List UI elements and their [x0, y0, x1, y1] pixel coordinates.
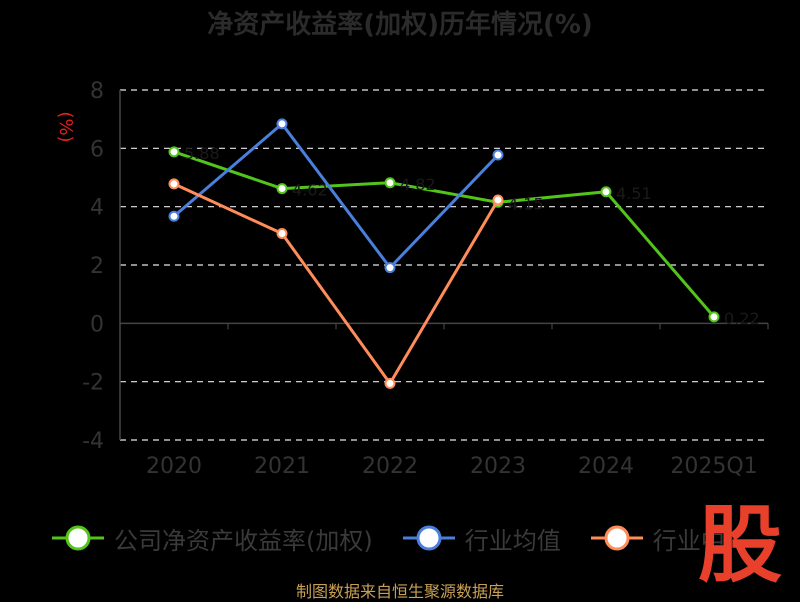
data-label: 4.51: [616, 184, 652, 203]
data-label: 4.62: [292, 181, 328, 200]
legend-label-company: 公司净资产收益率(加权): [114, 526, 373, 555]
data-point-0: [708, 311, 720, 323]
data-point-2: [168, 178, 180, 190]
series-line-2: [173, 182, 500, 385]
legend-label-industry-median: 行业中: [652, 526, 725, 555]
data-source: 制图数据来自恒生聚源数据库: [295, 582, 504, 601]
data-point-0: [276, 183, 288, 195]
data-point-1: [276, 118, 288, 130]
legend-swatch-company: [52, 525, 104, 551]
data-point-1: [384, 262, 396, 274]
x-tick-label: 2024: [578, 454, 634, 479]
x-tick-label: 2023: [470, 454, 526, 479]
series-line-0: [173, 150, 716, 318]
x-tick-label: 2025Q1: [670, 454, 757, 479]
y-tick-label: 4: [90, 196, 104, 221]
y-tick-label: -4: [82, 429, 104, 454]
y-tick-label: -2: [82, 371, 104, 396]
data-point-2: [384, 377, 396, 389]
data-point-1: [168, 210, 180, 222]
data-label: 5.88: [184, 144, 220, 163]
chart-title: 净资产收益率(加权)历年情况(%): [207, 10, 593, 40]
x-tick-label: 2020: [146, 454, 202, 479]
legend-item-industry-mean[interactable]: 行业均值: [401, 521, 561, 556]
data-point-2: [492, 194, 504, 206]
series-line-1: [173, 122, 500, 270]
y-tick-label: 2: [90, 254, 104, 279]
y-tick-label: 8: [90, 79, 104, 104]
legend: 公司净资产收益率(加权) 行业均值 行业中: [50, 520, 753, 556]
y-axis-label: (%): [55, 111, 76, 142]
stock-logo-stamp: 股: [697, 496, 782, 594]
data-label: 0.22: [724, 309, 760, 328]
data-point-0: [600, 186, 612, 198]
legend-swatch-industry-median: [590, 525, 643, 551]
data-label: 4.15: [508, 194, 544, 213]
data-point-2: [276, 228, 288, 239]
legend-label-industry-mean: 行业均值: [464, 526, 561, 555]
data-point-1: [492, 149, 504, 161]
data-label: 4.82: [400, 175, 436, 194]
y-tick-label: 6: [90, 137, 104, 162]
x-tick-label: 2022: [362, 454, 418, 479]
data-point-0: [168, 146, 180, 158]
legend-item-industry-median[interactable]: 行业中: [589, 521, 725, 556]
legend-item-company[interactable]: 公司净资产收益率(加权): [50, 521, 373, 556]
data-point-0: [384, 177, 396, 189]
y-tick-label: 0: [90, 312, 104, 337]
legend-swatch-industry-mean: [402, 525, 455, 551]
x-tick-label: 2021: [254, 454, 310, 479]
